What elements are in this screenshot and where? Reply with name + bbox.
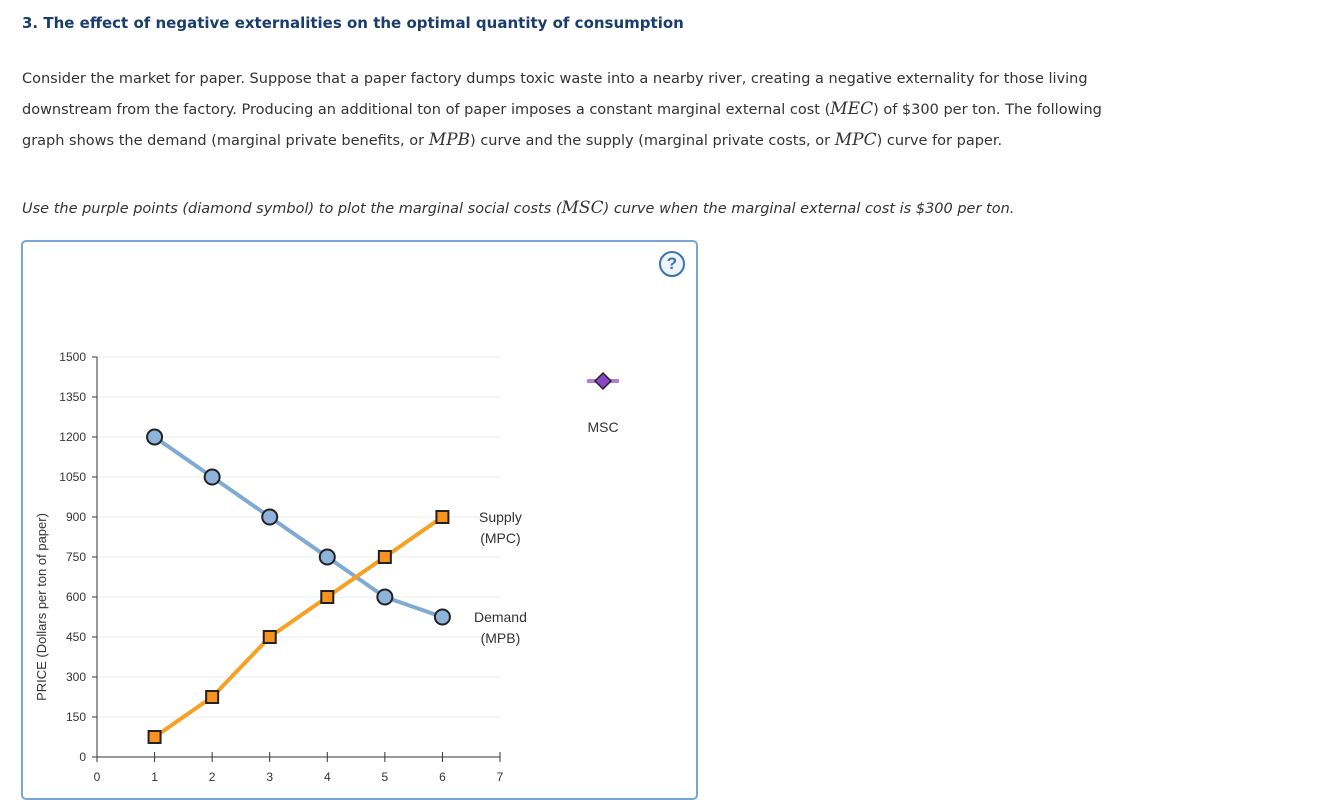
y-tick-label-1500: 1500 bbox=[59, 350, 86, 364]
x-tick-label-6: 6 bbox=[439, 770, 446, 784]
y-tick-label-150: 150 bbox=[66, 710, 86, 724]
question-title: 3. The effect of negative externalities … bbox=[22, 14, 684, 32]
x-tick-label-7: 7 bbox=[497, 770, 504, 784]
supply-mpc-point-2[interactable] bbox=[205, 690, 220, 704]
y-tick-label-1350: 1350 bbox=[59, 390, 86, 404]
description-line-2: downstream from the factory. Producing a… bbox=[22, 99, 1102, 119]
supply-mpc-point-4[interactable] bbox=[320, 590, 335, 604]
supply-mpc-point-5[interactable] bbox=[377, 550, 392, 564]
mec-symbol: MEC bbox=[830, 99, 874, 119]
x-tick-label-2: 2 bbox=[209, 770, 216, 784]
x-tick-label-4: 4 bbox=[324, 770, 331, 784]
supply-mpc-curve bbox=[153, 515, 444, 739]
help-icon[interactable]: ? bbox=[659, 251, 685, 277]
demand-mpb-label-line2: (MPB) bbox=[481, 630, 521, 646]
demand-mpb-point-2[interactable] bbox=[203, 468, 221, 486]
description-line-3: graph shows the demand (marginal private… bbox=[22, 130, 1003, 150]
x-tick-label-5: 5 bbox=[382, 770, 389, 784]
msc-symbol: MSC bbox=[561, 198, 604, 218]
y-tick-label-900: 900 bbox=[66, 510, 86, 524]
y-tick-label-750: 750 bbox=[66, 550, 86, 564]
demand-mpb-label-line1: Demand bbox=[474, 609, 527, 625]
msc-diamond-icon[interactable] bbox=[593, 371, 613, 391]
question-description: Consider the market for paper. Suppose t… bbox=[22, 64, 1202, 156]
y-tick-label-450: 450 bbox=[66, 630, 86, 644]
msc-tool-label: MSC bbox=[587, 419, 618, 435]
supply-mpc-label-line2: (MPC) bbox=[480, 530, 520, 546]
y-tick-label-1050: 1050 bbox=[59, 470, 86, 484]
y-tick-label-600: 600 bbox=[66, 590, 86, 604]
demand-mpb-point-4[interactable] bbox=[318, 548, 336, 566]
mpc-symbol: MPC bbox=[834, 130, 877, 150]
demand-mpb-point-1[interactable] bbox=[146, 428, 164, 446]
x-tick-label-3: 3 bbox=[266, 770, 273, 784]
supply-mpc-point-3[interactable] bbox=[262, 630, 277, 644]
instruction-text: Use the purple points (diamond symbol) t… bbox=[22, 198, 1015, 218]
y-tick-label-1200: 1200 bbox=[59, 430, 86, 444]
x-tick-label-0: 0 bbox=[94, 770, 101, 784]
supply-mpc-point-1[interactable] bbox=[147, 730, 162, 744]
y-tick-label-0: 0 bbox=[79, 750, 86, 764]
x-tick-label-1: 1 bbox=[151, 770, 158, 784]
y-axis-title: PRICE (Dollars per ton of paper) bbox=[34, 513, 49, 701]
mpb-symbol: MPB bbox=[428, 130, 471, 150]
y-tick-label-300: 300 bbox=[66, 670, 86, 684]
demand-mpb-curve bbox=[153, 435, 444, 619]
supply-mpc-point-6[interactable] bbox=[435, 510, 450, 524]
demand-mpb-point-5[interactable] bbox=[376, 588, 394, 606]
demand-mpb-point-3[interactable] bbox=[261, 508, 279, 526]
supply-mpc-label-line1: Supply bbox=[479, 509, 522, 525]
graph-panel: ? bbox=[21, 240, 698, 800]
demand-mpb-point-6[interactable] bbox=[433, 608, 451, 626]
description-line-1: Consider the market for paper. Suppose t… bbox=[22, 71, 1088, 87]
